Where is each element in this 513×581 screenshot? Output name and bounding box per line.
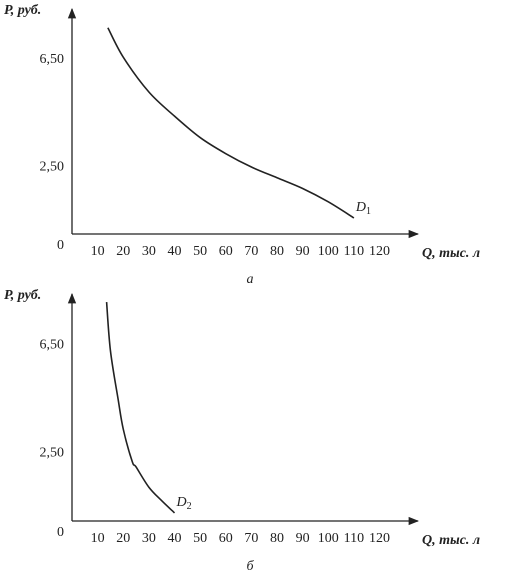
x-tick-label: 50 xyxy=(193,244,207,259)
y-tick-label: 0 xyxy=(57,238,64,253)
y-axis-label: P, руб. xyxy=(4,3,41,18)
x-tick-label: 120 xyxy=(369,244,390,259)
demand-curve xyxy=(105,302,176,514)
y-tick-label: 6,50 xyxy=(40,338,65,353)
x-tick-label: 20 xyxy=(116,531,130,546)
y-axis-label: P, руб. xyxy=(4,288,41,303)
x-tick-label: 110 xyxy=(344,531,364,546)
x-tick-label: 10 xyxy=(91,531,105,546)
x-tick-label: 60 xyxy=(219,531,233,546)
x-tick-label: 70 xyxy=(244,531,258,546)
x-tick-label: 10 xyxy=(91,244,105,259)
curve-label: D1 xyxy=(355,200,371,217)
y-tick-label: 6,50 xyxy=(40,52,65,67)
caption: а xyxy=(247,272,254,287)
x-tick-label: 120 xyxy=(369,531,390,546)
demand-curve xyxy=(107,27,355,219)
x-tick-label: 30 xyxy=(142,244,156,259)
x-axis-label: Q, тыс. л xyxy=(422,246,480,261)
x-tick-label: 40 xyxy=(168,531,182,546)
x-tick-label: 100 xyxy=(318,531,339,546)
curve-label: D2 xyxy=(176,495,192,512)
x-tick-label: 110 xyxy=(344,244,364,259)
x-axis-label: Q, тыс. л xyxy=(422,533,480,548)
x-tick-label: 100 xyxy=(318,244,339,259)
y-tick-label: 2,50 xyxy=(40,446,65,461)
x-tick-label: 60 xyxy=(219,244,233,259)
x-tick-label: 70 xyxy=(244,244,258,259)
x-tick-label: 90 xyxy=(296,531,310,546)
x-tick-label: 90 xyxy=(296,244,310,259)
x-tick-label: 80 xyxy=(270,531,284,546)
y-tick-label: 2,50 xyxy=(40,159,65,174)
x-tick-label: 50 xyxy=(193,531,207,546)
y-tick-label: 0 xyxy=(57,525,64,540)
caption: б xyxy=(246,559,254,574)
x-tick-label: 40 xyxy=(168,244,182,259)
x-tick-label: 30 xyxy=(142,531,156,546)
x-tick-label: 20 xyxy=(116,244,130,259)
x-tick-label: 80 xyxy=(270,244,284,259)
